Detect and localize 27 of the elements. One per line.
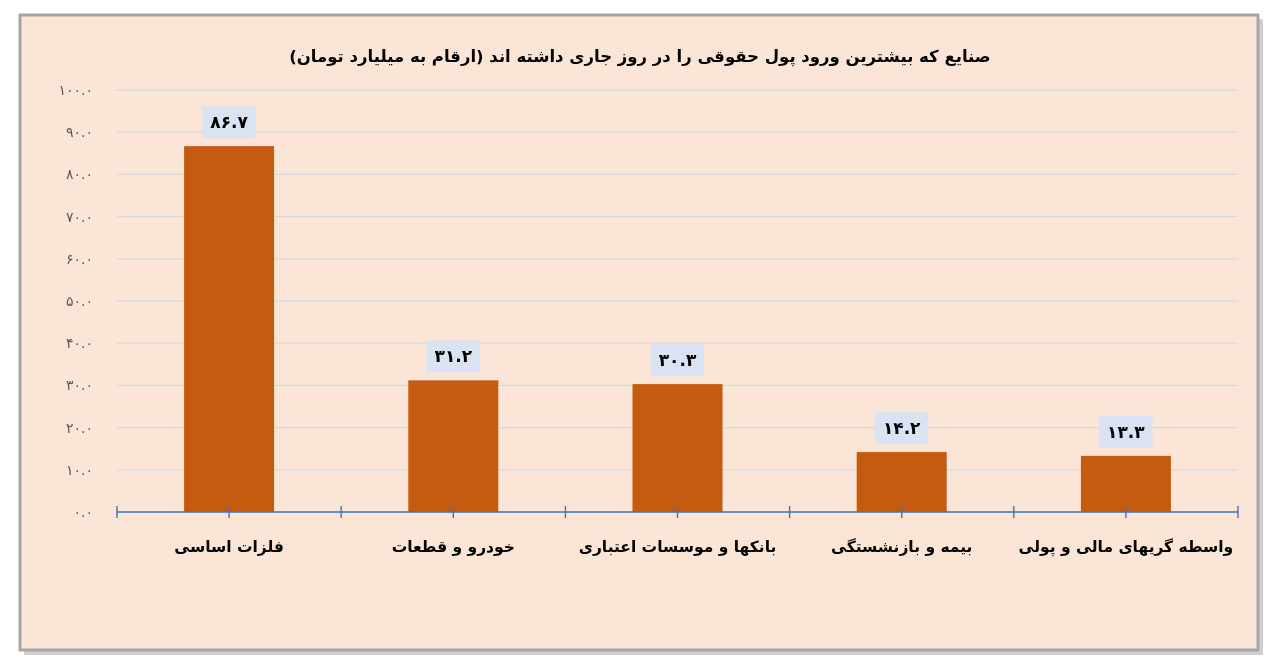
data-label: ۱۴.۲ xyxy=(882,418,922,439)
y-tick-label: ۳۰.۰ xyxy=(65,377,93,394)
y-tick-label: ۱۰.۰ xyxy=(65,461,93,478)
bar xyxy=(408,380,499,512)
y-tick-label: ۱۰۰.۰ xyxy=(58,82,93,98)
bar xyxy=(1080,455,1171,512)
x-tick-label: بانکها و موسسات اعتباری xyxy=(578,538,777,556)
bar xyxy=(632,384,723,512)
y-tick-label: ۴۰.۰ xyxy=(65,335,93,352)
y-tick-label: ۵۰.۰ xyxy=(65,293,93,309)
x-tick-label: خودرو و قطعات xyxy=(391,538,515,556)
chart-title: صنایع که بیشترین ورود پول حقوقی را در روز جاری داشته اند (ارقام به میلیارد تومان) xyxy=(289,46,991,67)
data-label: ۸۶.۷ xyxy=(210,112,249,133)
data-label: ۳۱.۲ xyxy=(434,346,473,367)
y-tick-label: ۹۰.۰ xyxy=(65,124,93,141)
bar xyxy=(184,146,275,512)
y-tick-label: ۸۰.۰ xyxy=(65,166,93,183)
data-label: ۳۰.۳ xyxy=(658,350,697,371)
x-tick-label: فلزات اساسی xyxy=(174,538,284,556)
x-tick-label: بیمه و بازنشستگی xyxy=(831,537,973,556)
x-tick-label: واسطه گریهای مالی و پولی xyxy=(1018,537,1234,557)
data-label: ۱۳.۳ xyxy=(1107,421,1146,442)
y-tick-label: ۷۰.۰ xyxy=(65,208,93,225)
y-tick-label: ۶۰.۰ xyxy=(65,250,93,267)
y-tick-label: ۰.۰ xyxy=(73,504,93,520)
bar xyxy=(856,452,947,512)
y-tick-label: ۲۰.۰ xyxy=(65,419,93,436)
